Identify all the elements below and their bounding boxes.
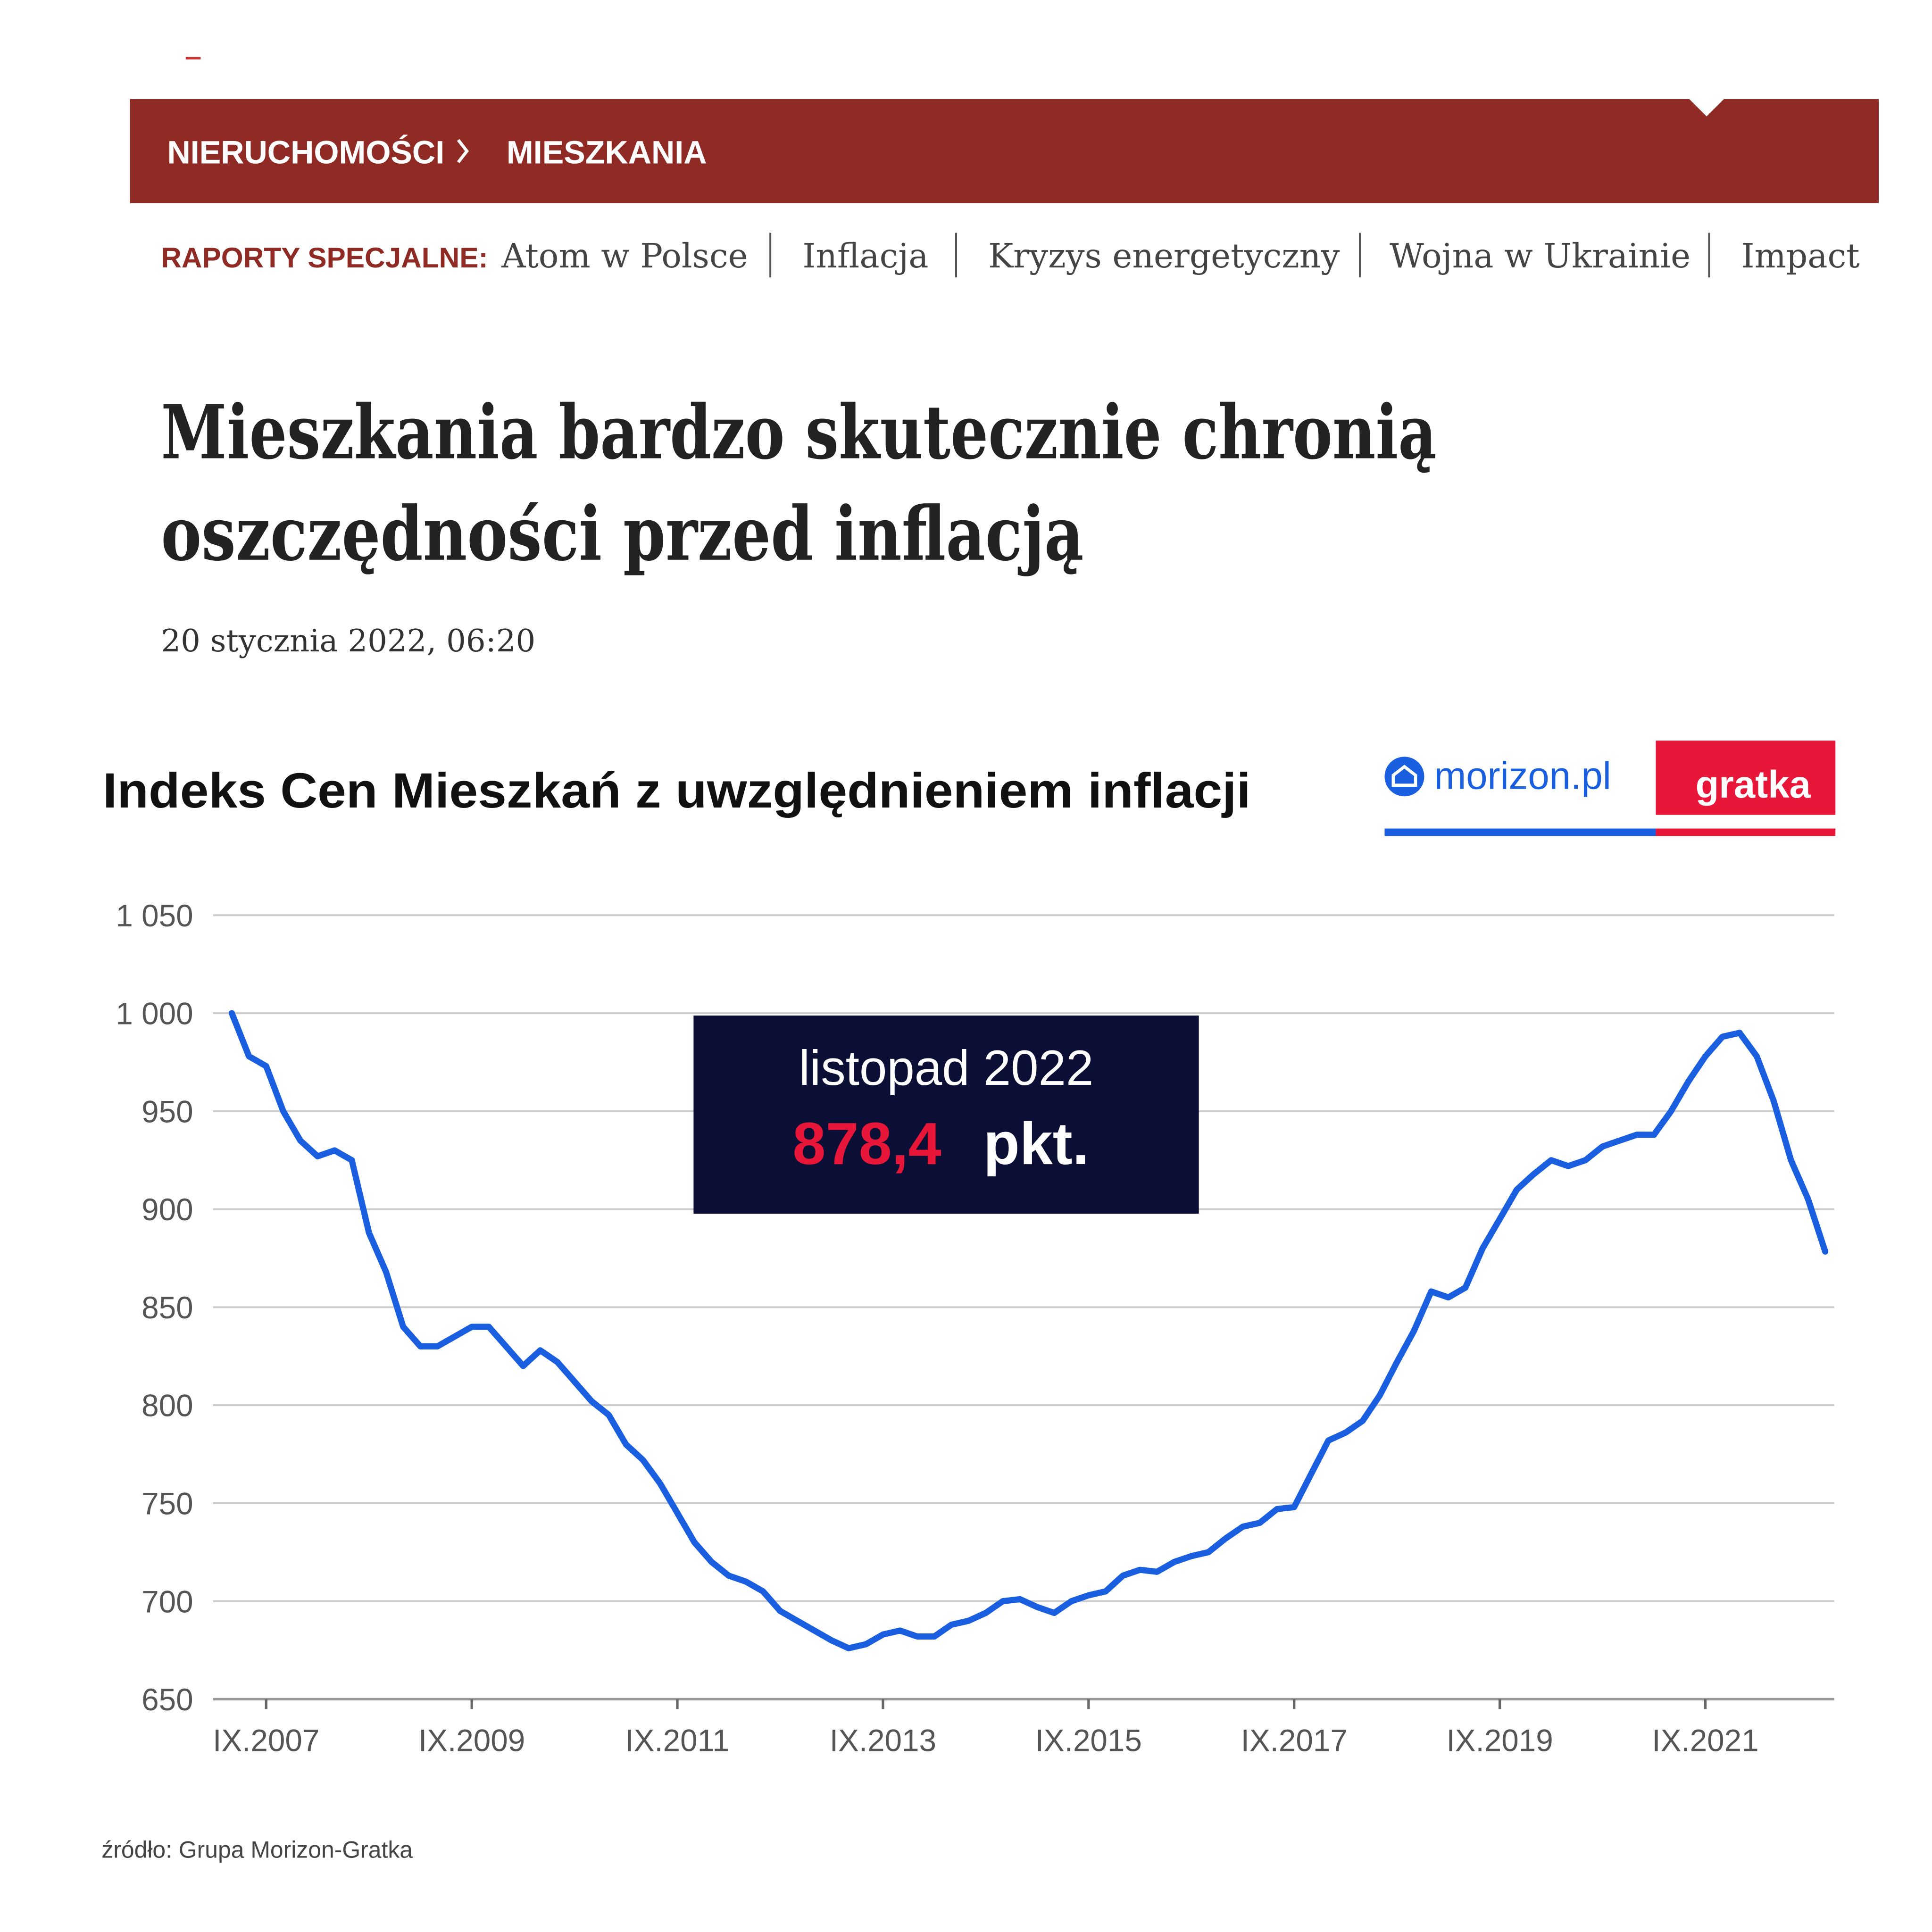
y-tick-label: 1 000 [116, 997, 193, 1031]
breadcrumb-item[interactable]: NIERUCHOMOŚCI [167, 135, 444, 171]
nav-link[interactable]: Kryzys energetyczny [988, 236, 1340, 275]
logo-text: morizon.pl [1434, 755, 1611, 798]
nav-label: RAPORTY SPECJALNE: [161, 242, 488, 274]
gratka-logo [1656, 741, 1836, 815]
y-tick-label: 700 [142, 1584, 193, 1619]
plot: 650 700 750 800 850 900 950 1 000 1 050 IX.2007 IX… [116, 899, 1834, 1758]
y-tick-label: 650 [142, 1682, 193, 1717]
x-tick-label: IX.2019 [1446, 1724, 1553, 1758]
data-line [228, 1010, 1829, 1651]
annotation-unit: pkt. [983, 1110, 1089, 1177]
bar-notch [1689, 99, 1724, 117]
top-mark [185, 57, 201, 60]
x-tick-label: IX.2011 [625, 1724, 729, 1758]
nav-link[interactable]: Impact [1741, 236, 1860, 275]
y-tick-label: 1 050 [116, 899, 193, 933]
logo-underline [1384, 828, 1656, 836]
breadcrumb-bar [130, 99, 1879, 203]
nav-link[interactable]: Atom w Polsce [501, 236, 748, 275]
morizon-icon [1384, 757, 1424, 797]
logo-underline [1656, 828, 1836, 836]
x-tick-label: IX.2015 [1035, 1724, 1142, 1758]
y-tick-label: 900 [142, 1192, 193, 1227]
chart-title: Indeks Cen Mieszkań z uwzględnieniem inf… [103, 763, 1251, 818]
breadcrumb-chevron [457, 139, 469, 163]
morizon-icon-house [1391, 765, 1417, 787]
annotation-box [693, 1016, 1199, 1214]
annotation-period: listopad 2022 [799, 1041, 1094, 1096]
x-tick-label: IX.2009 [418, 1724, 525, 1758]
y-tick-label: 850 [142, 1291, 193, 1325]
logo-text: gratka [1696, 763, 1811, 806]
nav-link[interactable]: Wojna w Ukrainie [1390, 236, 1690, 275]
article-title: Mieszkania bardzo skutecznie chronią [161, 389, 1436, 476]
annotation-value: 878,4 [792, 1110, 941, 1177]
y-tick-label: 750 [142, 1487, 193, 1521]
article-date: 20 stycznia 2022, 06:20 [161, 623, 535, 659]
article-title: oszczędności przed inflacją [161, 491, 1083, 578]
x-tick-label: IX.2013 [830, 1724, 936, 1758]
chart-source: źródło: Grupa Morizon-Gratka [101, 1836, 413, 1863]
x-tick-label: IX.2017 [1241, 1724, 1348, 1758]
y-tick-label: 800 [142, 1389, 193, 1423]
breadcrumb-item[interactable]: MIESZKANIA [507, 135, 707, 171]
y-tick-label: 950 [142, 1094, 193, 1129]
x-tick-label: IX.2021 [1652, 1724, 1758, 1758]
x-tick-label: IX.2007 [213, 1724, 319, 1758]
nav-link[interactable]: Inflacja [802, 236, 928, 275]
